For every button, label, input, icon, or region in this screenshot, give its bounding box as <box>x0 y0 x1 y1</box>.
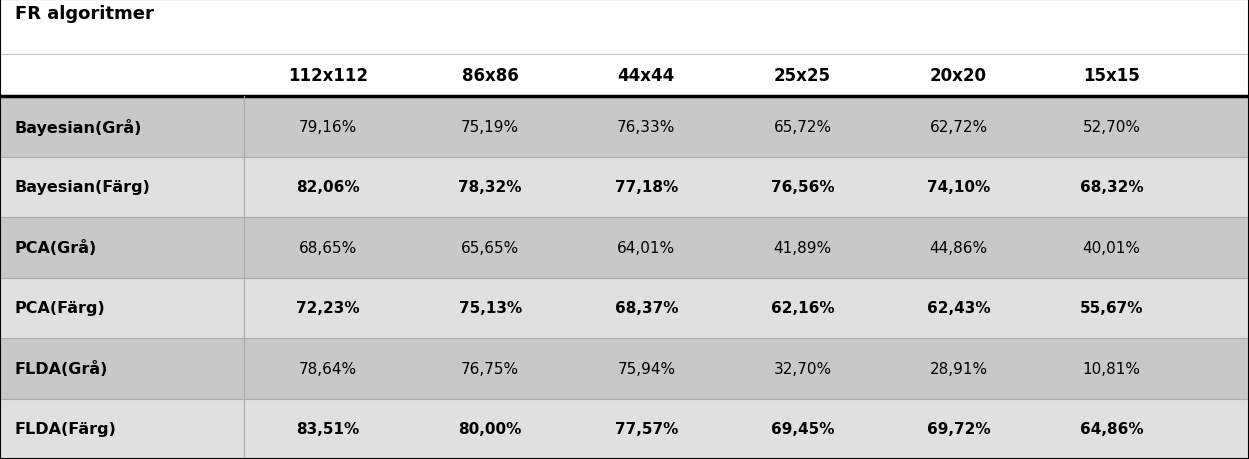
Text: 80,00%: 80,00% <box>458 421 522 437</box>
Text: 40,01%: 40,01% <box>1083 240 1140 255</box>
Text: 76,75%: 76,75% <box>461 361 520 376</box>
Bar <box>0 55 1249 97</box>
Text: 55,67%: 55,67% <box>1080 301 1143 316</box>
Text: 64,01%: 64,01% <box>617 240 676 255</box>
Text: 86x86: 86x86 <box>462 67 518 85</box>
Text: 72,23%: 72,23% <box>296 301 360 316</box>
Text: 41,89%: 41,89% <box>773 240 832 255</box>
Text: Bayesian(Grå): Bayesian(Grå) <box>15 118 142 135</box>
Text: 112x112: 112x112 <box>287 67 368 85</box>
Text: 77,57%: 77,57% <box>615 421 678 437</box>
Text: 77,18%: 77,18% <box>615 180 678 195</box>
Text: 75,94%: 75,94% <box>617 361 676 376</box>
Text: 75,19%: 75,19% <box>461 119 520 134</box>
Text: 20x20: 20x20 <box>931 67 987 85</box>
Text: 52,70%: 52,70% <box>1083 119 1140 134</box>
Text: 82,06%: 82,06% <box>296 180 360 195</box>
Text: FLDA(Färg): FLDA(Färg) <box>15 421 117 437</box>
Text: FLDA(Grå): FLDA(Grå) <box>15 360 109 376</box>
Text: 62,16%: 62,16% <box>771 301 834 316</box>
Text: 76,33%: 76,33% <box>617 119 676 134</box>
Bar <box>0 157 1249 218</box>
Text: 44,86%: 44,86% <box>929 240 988 255</box>
Bar <box>0 97 1249 157</box>
Text: Bayesian(Färg): Bayesian(Färg) <box>15 180 151 195</box>
Text: 68,32%: 68,32% <box>1080 180 1143 195</box>
Text: FR algoritmer: FR algoritmer <box>15 5 154 22</box>
Text: 79,16%: 79,16% <box>299 119 357 134</box>
Text: PCA(Grå): PCA(Grå) <box>15 240 97 256</box>
Text: 62,72%: 62,72% <box>929 119 988 134</box>
Bar <box>0 338 1249 398</box>
Text: 69,45%: 69,45% <box>771 421 834 437</box>
Text: 15x15: 15x15 <box>1083 67 1140 85</box>
Text: 10,81%: 10,81% <box>1083 361 1140 376</box>
Text: 44x44: 44x44 <box>618 67 674 85</box>
Text: 65,65%: 65,65% <box>461 240 520 255</box>
Text: 83,51%: 83,51% <box>296 421 360 437</box>
Text: 28,91%: 28,91% <box>929 361 988 376</box>
Text: 76,56%: 76,56% <box>771 180 834 195</box>
Text: 69,72%: 69,72% <box>927 421 990 437</box>
Bar <box>0 398 1249 459</box>
Text: 65,72%: 65,72% <box>773 119 832 134</box>
Text: 68,65%: 68,65% <box>299 240 357 255</box>
Text: PCA(Färg): PCA(Färg) <box>15 301 106 316</box>
Text: 74,10%: 74,10% <box>927 180 990 195</box>
Bar <box>0 278 1249 338</box>
Text: 68,37%: 68,37% <box>615 301 678 316</box>
Text: 64,86%: 64,86% <box>1080 421 1143 437</box>
Text: 75,13%: 75,13% <box>458 301 522 316</box>
Bar <box>0 0 1249 55</box>
Text: 25x25: 25x25 <box>774 67 831 85</box>
Text: 62,43%: 62,43% <box>927 301 990 316</box>
Text: 32,70%: 32,70% <box>773 361 832 376</box>
Text: 78,32%: 78,32% <box>458 180 522 195</box>
Bar <box>0 218 1249 278</box>
Text: 78,64%: 78,64% <box>299 361 357 376</box>
